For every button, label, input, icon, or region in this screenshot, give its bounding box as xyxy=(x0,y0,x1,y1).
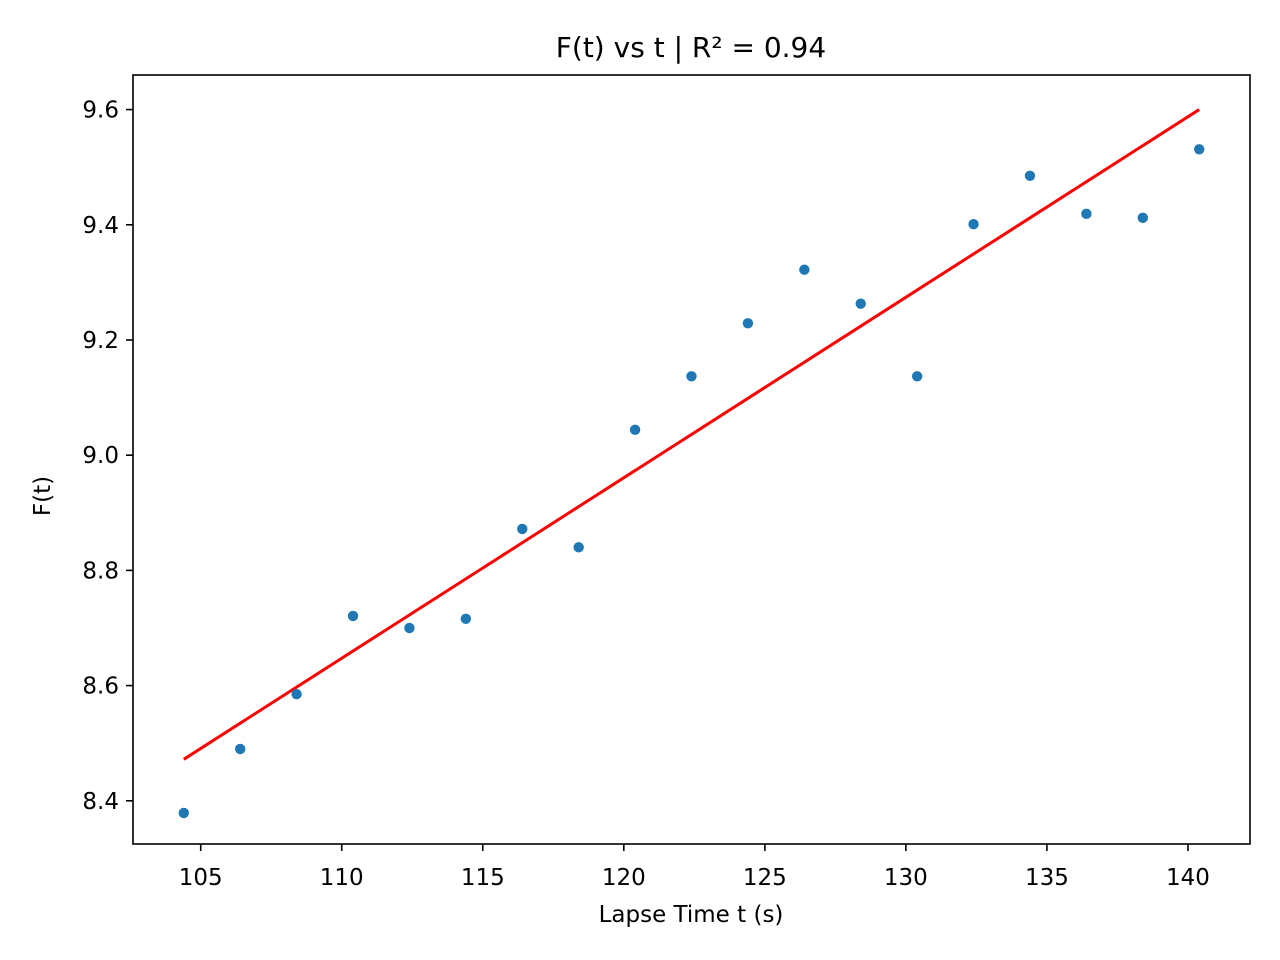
data-point xyxy=(1137,212,1149,224)
data-point xyxy=(178,807,189,819)
x-tick-label: 140 xyxy=(1166,865,1210,891)
data-point xyxy=(460,613,472,624)
data-point xyxy=(968,218,979,230)
data-point xyxy=(1194,144,1205,155)
y-tick-label: 8.4 xyxy=(82,789,119,815)
x-axis: 105 110 115 120 125 130 135 140 xyxy=(179,844,1210,891)
y-axis: 8.4 8.6 8.8 9.0 9.2 9.4 9.6 xyxy=(82,98,133,815)
data-point xyxy=(686,371,697,382)
plot-area xyxy=(178,108,1205,819)
data-point xyxy=(855,298,866,309)
chart-title: F(t) vs t | R² = 0.94 xyxy=(556,31,826,64)
data-point xyxy=(347,610,359,622)
y-tick-label: 9.6 xyxy=(82,98,119,124)
data-point xyxy=(911,371,923,382)
y-tick-label: 9.4 xyxy=(82,213,119,239)
x-tick-label: 110 xyxy=(320,865,364,891)
data-point xyxy=(517,523,528,535)
y-tick-label: 9.0 xyxy=(82,443,119,469)
x-tick-label: 105 xyxy=(179,865,223,891)
y-axis-label: F(t) xyxy=(30,476,56,516)
data-point xyxy=(742,318,754,329)
x-tick-label: 115 xyxy=(461,865,505,891)
y-tick-label: 8.6 xyxy=(82,674,119,700)
x-tick-label: 125 xyxy=(743,865,787,891)
fit-line xyxy=(182,108,1201,761)
y-tick-label: 8.8 xyxy=(82,558,119,584)
data-point xyxy=(234,743,246,755)
plot-frame xyxy=(132,74,1251,845)
data-point xyxy=(573,542,584,553)
data-point xyxy=(629,424,641,436)
y-tick-label: 9.2 xyxy=(82,328,119,354)
data-point xyxy=(799,264,810,275)
x-axis-label: Lapse Time t (s) xyxy=(599,902,784,928)
data-point xyxy=(1081,208,1092,220)
x-tick-label: 135 xyxy=(1025,865,1069,891)
data-point xyxy=(404,622,415,634)
data-point xyxy=(291,689,302,700)
data-point xyxy=(1024,170,1036,182)
x-tick-label: 130 xyxy=(884,865,928,891)
x-tick-label: 120 xyxy=(602,865,646,891)
